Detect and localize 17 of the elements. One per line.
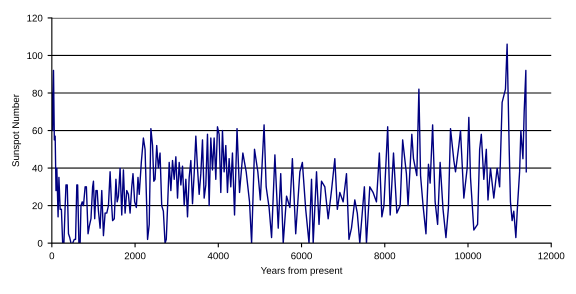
y-tick-label: 20 bbox=[32, 202, 42, 210]
y-tick-label: 60 bbox=[32, 127, 42, 134]
x-tick-label: 10000 bbox=[455, 252, 482, 260]
x-tick-label: 4000 bbox=[208, 252, 229, 260]
x-tick-label: 8000 bbox=[374, 252, 396, 260]
x-tick-label: 6000 bbox=[291, 252, 312, 260]
line-series bbox=[52, 44, 527, 244]
x-tick-label: 2000 bbox=[124, 252, 146, 260]
x-tick-label: 12000 bbox=[538, 252, 564, 260]
x-axis-title: Years from present bbox=[260, 266, 342, 276]
y-tick-label: 80 bbox=[32, 90, 42, 97]
y-tick-label: 120 bbox=[27, 14, 42, 22]
x-tick-label: 0 bbox=[50, 252, 54, 260]
y-tick-label: 40 bbox=[32, 164, 42, 172]
y-tick-label: 100 bbox=[27, 52, 42, 60]
y-tick-label: 0 bbox=[38, 240, 42, 247]
y-axis-title: Sunspot Number bbox=[12, 94, 22, 167]
